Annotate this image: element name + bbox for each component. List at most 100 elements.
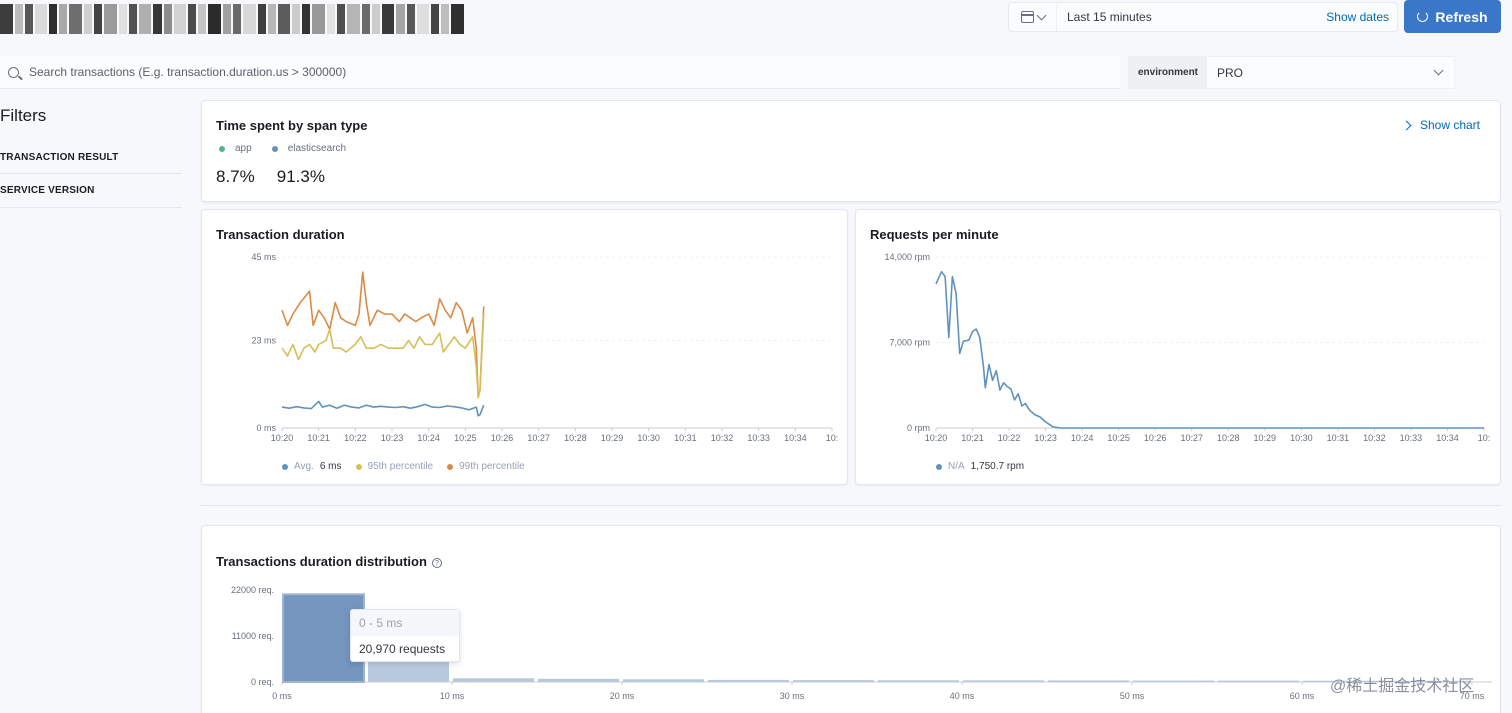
histogram-bar[interactable] <box>1048 680 1129 682</box>
y-tick-label: 0 rpm <box>907 423 930 433</box>
legend-avg[interactable]: Avg. 6 ms <box>282 461 342 472</box>
title-blur-block <box>451 4 464 34</box>
chevron-down-icon[interactable] <box>1433 65 1444 76</box>
series-line-p99[interactable] <box>281 271 485 399</box>
title-blur-block <box>138 4 152 34</box>
title-blur-block <box>431 4 440 34</box>
duration-distribution-chart[interactable]: 22000 req. 11000 req. 0 req. 0 ms 10 ms 20 ms… <box>202 526 1500 713</box>
search-input[interactable] <box>29 65 929 79</box>
filters-title: Filters <box>0 106 47 125</box>
x-tick-label: 60 ms <box>1290 691 1315 701</box>
series-line-rpm[interactable] <box>935 270 1484 429</box>
x-tick-label: 10:33 <box>747 433 770 443</box>
show-dates-link[interactable]: Show dates <box>1326 10 1389 24</box>
environment-value[interactable]: PRO <box>1217 65 1244 80</box>
x-tick-label: 10:32 <box>1363 433 1386 443</box>
series-line-p95[interactable] <box>281 313 485 399</box>
filter-service-version[interactable]: SERVICE VERSION <box>0 174 182 208</box>
histogram-bar[interactable] <box>1218 680 1299 682</box>
x-tick-label: 10:29 <box>601 433 624 443</box>
histogram-bar[interactable] <box>1303 680 1384 682</box>
y-tick-label: 45 ms <box>251 252 276 262</box>
x-tick-label: 50 ms <box>1120 691 1145 701</box>
histogram-bar[interactable] <box>1133 680 1214 682</box>
span-values: 8.7% 91.3% <box>216 167 325 187</box>
filter-transaction-result[interactable]: TRANSACTION RESULT <box>0 142 182 174</box>
legend-rpm[interactable]: N/A 1,750.7 rpm <box>936 461 1024 472</box>
title-blur-block <box>396 4 405 34</box>
rpm-legend: N/A 1,750.7 rpm <box>936 461 1024 472</box>
histogram-bar[interactable] <box>878 680 959 682</box>
legend-p99-label: 99th percentile <box>459 461 525 472</box>
title-blur-block <box>24 4 33 34</box>
date-picker[interactable]: Last 15 minutes Show dates <box>1008 2 1398 32</box>
x-tick-label: 70 ms <box>1460 691 1485 701</box>
quick-menu-button[interactable] <box>1009 3 1057 31</box>
requests-per-minute-title: Requests per minute <box>870 227 999 242</box>
refresh-button[interactable]: Refresh <box>1404 0 1501 33</box>
title-blur-block <box>406 4 415 34</box>
environment-select[interactable]: environment PRO <box>1128 56 1455 89</box>
histogram-bar[interactable] <box>963 680 1044 682</box>
histogram-bar[interactable] <box>1388 680 1469 682</box>
y-tick-label: 22000 req. <box>231 585 274 595</box>
span-legend-app: app <box>219 143 252 154</box>
span-value-elasticsearch: 91.3% <box>276 167 325 186</box>
histogram-bar[interactable] <box>623 679 704 682</box>
show-chart-label: Show chart <box>1419 118 1480 132</box>
title-blur-block <box>163 4 172 34</box>
legend-p99[interactable]: 99th percentile <box>447 461 525 472</box>
search-bar[interactable] <box>0 56 1120 89</box>
series-line-avg[interactable] <box>281 400 485 417</box>
x-tick-label: 10:24 <box>417 433 440 443</box>
title-blur-block <box>104 4 117 34</box>
x-tick-label: 10:23 <box>1034 433 1057 443</box>
show-chart-button[interactable]: Show chart <box>1401 118 1480 132</box>
legend-rpm-label: N/A <box>948 461 965 472</box>
title-blur-block <box>59 4 68 34</box>
duration-distribution-panel: Transactions duration distribution? 2200… <box>201 525 1501 713</box>
transaction-duration-panel: Transaction duration 45 ms 23 ms 0 ms 10:20… <box>201 209 848 485</box>
legend-avg-value: 6 ms <box>319 461 342 472</box>
legend-p95-label: 95th percentile <box>367 461 434 472</box>
title-blur-block <box>257 4 266 34</box>
histogram-bar[interactable] <box>538 678 619 682</box>
legend-avg-label: Avg. <box>294 461 314 472</box>
title-blur-block <box>49 4 58 34</box>
x-tick-label: 10:28 <box>564 433 587 443</box>
span-value-app: 8.7% <box>216 167 255 186</box>
span-type-panel: Time spent by span type Show chart app e… <box>201 100 1501 202</box>
date-range-text[interactable]: Last 15 minutes <box>1067 10 1152 24</box>
chevron-down-icon <box>1036 10 1046 20</box>
title-blur-block <box>118 4 127 34</box>
title-blur-block <box>188 4 197 34</box>
calendar-icon <box>1020 11 1034 23</box>
histogram-bar[interactable] <box>453 678 534 682</box>
title-blur-block <box>232 4 242 34</box>
environment-label: environment <box>1129 57 1208 88</box>
title-blur-block <box>94 4 103 34</box>
legend-dot-p95 <box>355 463 362 470</box>
histogram-bar[interactable] <box>793 680 874 682</box>
x-tick-label: 10:34 <box>784 433 807 443</box>
x-tick-label: 10:31 <box>674 433 697 443</box>
duration-distribution-title-text: Transactions duration distribution <box>216 554 427 569</box>
legend-p95[interactable]: 95th percentile <box>355 461 434 472</box>
x-tick-label: 10:20 <box>925 433 948 443</box>
x-tick-label: 10:30 <box>1290 433 1313 443</box>
refresh-icon <box>1417 11 1429 22</box>
legend-dot-app <box>219 145 225 152</box>
histogram-bar[interactable] <box>708 679 789 682</box>
x-tick-label: 30 ms <box>780 691 805 701</box>
x-tick-label: 10:32 <box>711 433 734 443</box>
x-tick-label: 10:22 <box>998 433 1021 443</box>
x-tick-label: 10:29 <box>1254 433 1277 443</box>
help-icon[interactable]: ? <box>431 557 442 568</box>
x-tick-label: 10:31 <box>1327 433 1350 443</box>
x-tick-label: 10:23 <box>381 433 404 443</box>
title-blur-block <box>222 4 231 34</box>
title-blur-block <box>0 4 13 34</box>
x-tick-label: 20 ms <box>610 691 635 701</box>
